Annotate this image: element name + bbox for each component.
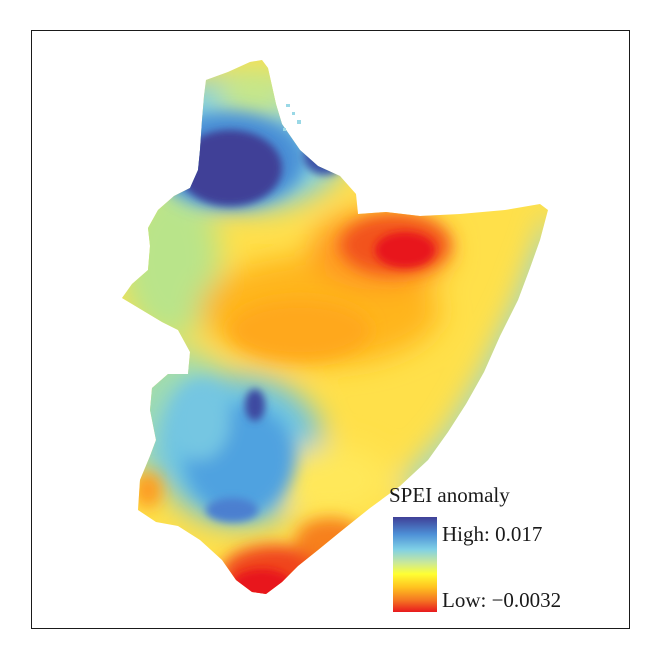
legend-high-label: High: 0.017 xyxy=(442,522,543,546)
coastal-fragments xyxy=(283,104,301,131)
legend-title: SPEI anomaly xyxy=(389,483,510,507)
legend-color-bar xyxy=(393,517,437,612)
legend-low-label: Low: −0.0032 xyxy=(442,588,562,612)
